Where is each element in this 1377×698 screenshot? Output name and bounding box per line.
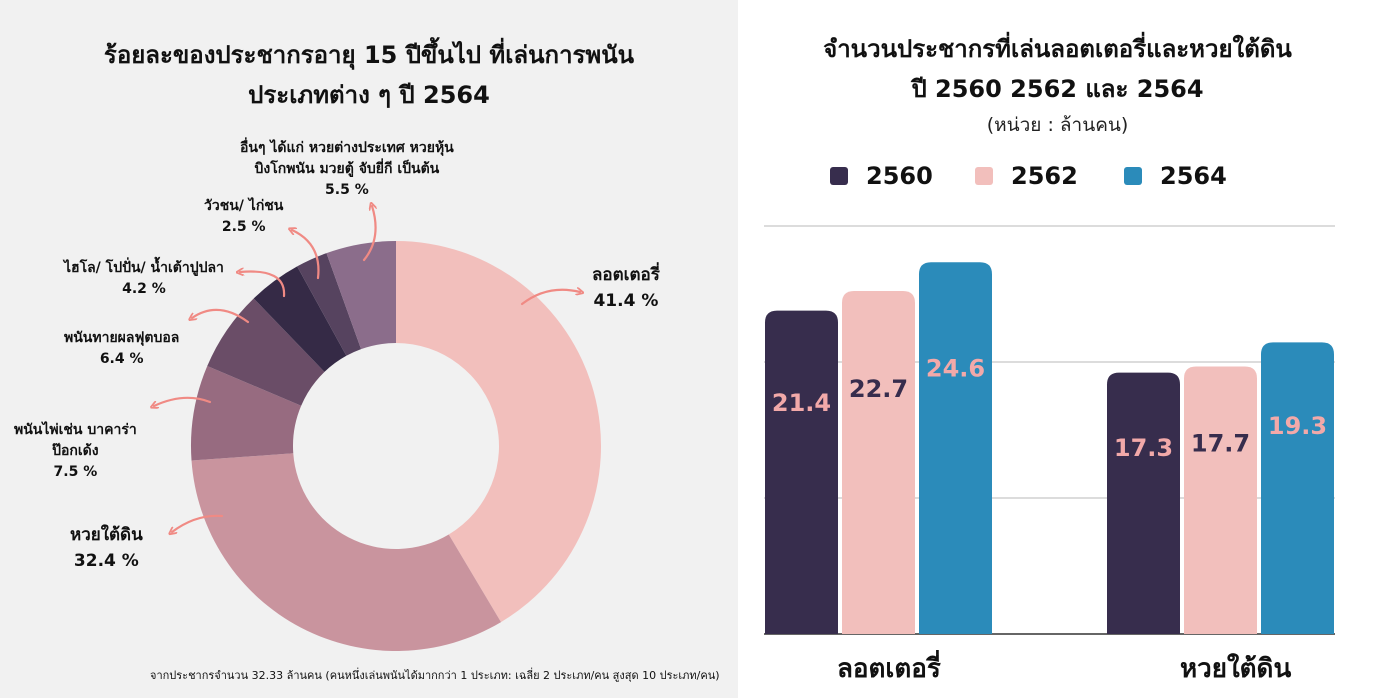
legend-label-2562: 2562 <box>1011 162 1078 190</box>
bar-2562-0 <box>842 290 915 634</box>
label-cards-pct: 7.5 % <box>53 464 98 480</box>
label-animal: วัวชน/ ไก่ชน 2.5 % <box>204 196 283 238</box>
arrow-animal <box>292 230 320 280</box>
arrow-lottery <box>520 290 580 306</box>
label-lottery: ลอตเตอรี่ 41.4 % <box>592 262 660 314</box>
bar-label-2560-0: 21.4 <box>772 389 831 417</box>
legend-2562: 2562 <box>975 162 1078 190</box>
label-hilo-name: ไฮโล/ โปปั่น/ น้ำเต้าปูปลา <box>64 260 224 276</box>
donut-chart <box>0 0 601 651</box>
donut-chart-title-line2: ประเภทต่าง ๆ ปี 2564 <box>248 81 490 109</box>
label-football-name: พนันทายผลฟุตบอล <box>64 330 180 346</box>
label-cards-name2: ป๊อกเด้ง <box>52 443 99 459</box>
label-underground-name: หวยใต้ดิน <box>70 525 143 545</box>
bar-2564-1 <box>1261 342 1334 634</box>
bar-label-2564-0: 24.6 <box>926 354 985 382</box>
donut-slice-0 <box>396 241 601 623</box>
donut-chart-title-line1: ร้อยละของประชากรอายุ 15 ปีขึ้นไป ที่เล่น… <box>103 41 635 69</box>
label-hilo-pct: 4.2 % <box>122 281 166 297</box>
bar-chart-title-line1: จำนวนประชากรที่เล่นลอตเตอรี่และหวยใต้ดิน <box>823 35 1292 63</box>
label-football: พนันทายผลฟุตบอล 6.4 % <box>64 328 179 370</box>
donut-slice-4 <box>253 266 347 372</box>
bar-chart-subtitle: (หน่วย : ล้านคน) <box>986 114 1129 136</box>
legend-swatch-2564 <box>1124 167 1142 185</box>
legend-swatch-2562 <box>975 167 993 185</box>
label-other-name1: อื่นๆ ได้แก่ หวยต่างประเทศ หวยหุ้น <box>240 140 454 156</box>
legend-2560: 2560 <box>830 162 933 190</box>
legend-label-2560: 2560 <box>866 162 933 190</box>
arrow-other <box>362 206 376 262</box>
label-football-pct: 6.4 % <box>99 351 144 367</box>
label-other-name2: บิงโกพนัน มวยตู้ จับยี่กี เป็นต้น <box>254 161 440 177</box>
bar-2564-0 <box>919 262 992 634</box>
arrow-hilo <box>240 272 286 298</box>
category-label-underground: หวยใต้ดิน <box>1180 654 1292 684</box>
arrow-football <box>192 308 250 324</box>
category-label-lottery: ลอตเตอรี่ <box>837 654 941 684</box>
bar-2560-0 <box>765 310 838 634</box>
bar-2562-1 <box>1184 366 1257 634</box>
arrow-underground <box>172 514 224 532</box>
source-note: จากประชากรจำนวน 32.33 ล้านคน (คนหนึ่งเล่… <box>150 669 720 682</box>
bar-chart-title-line2: ปี 2560 2562 และ 2564 <box>911 75 1204 103</box>
label-other-pct: 5.5 % <box>325 182 369 198</box>
label-underground-pct: 32.4 % <box>73 551 139 571</box>
label-lottery-pct: 41.4 % <box>593 291 659 311</box>
label-cards-name1: พนันไพ่เช่น บาคาร่า <box>14 422 137 438</box>
bar-label-2562-1: 17.7 <box>1191 429 1250 457</box>
donut-slice-6 <box>326 241 396 350</box>
bar-label-2564-1: 19.3 <box>1268 412 1327 440</box>
label-lottery-name: ลอตเตอรี่ <box>592 265 660 285</box>
label-other: อื่นๆ ได้แก่ หวยต่างประเทศ หวยหุ้น บิงโก… <box>240 138 454 201</box>
legend-label-2564: 2564 <box>1160 162 1227 190</box>
bar-chart: 21.4 22.7 24.6 17.3 17.7 19.3 <box>764 225 1335 635</box>
label-animal-name: วัวชน/ ไก่ชน <box>204 198 284 214</box>
label-animal-pct: 2.5 % <box>221 219 266 235</box>
bar-2560-1 <box>1107 372 1180 634</box>
donut-slice-3 <box>207 298 325 406</box>
arrow-cards <box>154 396 212 406</box>
donut-slice-1 <box>191 453 502 651</box>
bar-label-2560-1: 17.3 <box>1114 434 1173 462</box>
donut-slice-2 <box>191 365 302 461</box>
bar-label-2562-0: 22.7 <box>849 375 908 403</box>
label-cards: พนันไพ่เช่น บาคาร่า ป๊อกเด้ง 7.5 % <box>14 420 137 483</box>
legend-swatch-2560 <box>830 167 848 185</box>
donut-slice-5 <box>297 253 362 356</box>
legend-2564: 2564 <box>1124 162 1227 190</box>
label-underground: หวยใต้ดิน 32.4 % <box>70 522 143 574</box>
label-hilo: ไฮโล/ โปปั่น/ น้ำเต้าปูปลา 4.2 % <box>64 258 224 300</box>
